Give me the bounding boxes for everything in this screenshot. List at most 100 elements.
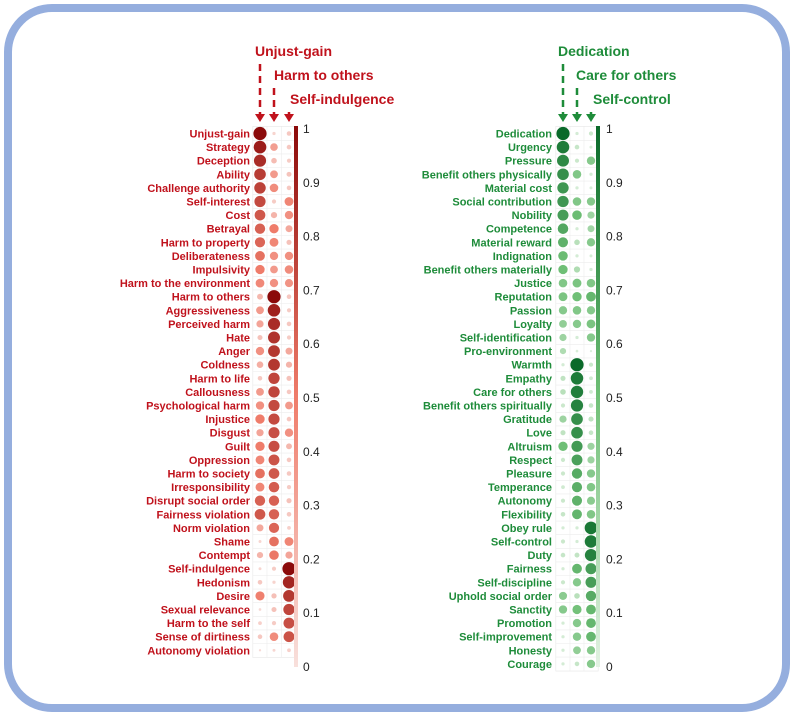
cell-promotion-care-for-others [572, 618, 582, 628]
cell-duty-dedication [560, 552, 566, 558]
negative-colorbar-tick-0-1: 0.1 [303, 606, 320, 620]
cell-coldness-unjust-gain [256, 361, 264, 369]
row-label-pressure: Pressure [505, 156, 552, 168]
row-label-ability: Ability [216, 169, 250, 181]
cell-self-identification-care-for-others [575, 335, 579, 340]
cell-aggressiveness-unjust-gain [256, 306, 264, 315]
cell-promotion-dedication [561, 621, 565, 625]
row-label-guilt: Guilt [225, 441, 250, 453]
cell-pro-environment-self-control [589, 349, 593, 353]
cell-social-contribution-care-for-others [572, 197, 582, 206]
cell-autonomy-care-for-others [571, 495, 583, 506]
cell-hate-harm-to-others [268, 331, 280, 344]
cell-harm-to-property-unjust-gain [254, 237, 266, 248]
cell-self-interest-self-indulgence [284, 197, 294, 206]
cell-guilt-harm-to-others [268, 440, 280, 452]
row-label-altruism: Altruism [507, 441, 552, 453]
row-label-uphold-social-order: Uphold social order [449, 591, 553, 603]
cell-benefit-others-materially-self-control [589, 267, 593, 272]
cell-dedication-care-for-others [575, 131, 579, 136]
cell-psychological-harm-self-indulgence [285, 401, 293, 410]
cell-desire-self-indulgence [283, 590, 295, 602]
row-label-social-contribution: Social contribution [452, 197, 552, 209]
cell-disrupt-social-order-unjust-gain [254, 495, 266, 506]
negative-colorbar-tick-0-8: 0.8 [303, 230, 320, 244]
row-label-self-control: Self-control [491, 537, 552, 549]
cell-challenge-authority-harm-to-others [269, 183, 279, 193]
cell-nobility-care-for-others [572, 210, 582, 220]
cell-deception-harm-to-others [271, 157, 277, 164]
cell-loyalty-dedication [559, 320, 567, 328]
cell-honesty-dedication [561, 648, 565, 652]
cell-promotion-self-control [586, 618, 596, 628]
cell-ability-harm-to-others [270, 170, 278, 179]
row-label-dedication: Dedication [496, 129, 553, 141]
cell-irresponsibility-unjust-gain [255, 482, 265, 492]
negative-colorbar-tick-1: 1 [303, 122, 310, 136]
row-label-respect: Respect [509, 455, 552, 467]
cell-sense-of-dirtiness-unjust-gain [257, 634, 263, 639]
cell-disrupt-social-order-self-indulgence [286, 498, 292, 504]
arrowhead-self-indulgence [284, 114, 294, 122]
cell-pleasure-dedication [560, 471, 566, 476]
cell-psychological-harm-unjust-gain [255, 401, 265, 410]
cell-irresponsibility-self-indulgence [286, 485, 292, 490]
cell-temperance-dedication [561, 485, 565, 489]
cell-competence-care-for-others [575, 227, 579, 231]
cell-strategy-self-indulgence [286, 144, 292, 150]
cell-harm-to-the-environment-unjust-gain [255, 278, 265, 288]
cell-pressure-dedication [557, 154, 569, 167]
row-label-impulsivity: Impulsivity [193, 265, 251, 277]
row-label-psychological-harm: Psychological harm [146, 401, 250, 413]
cell-altruism-care-for-others [571, 440, 583, 452]
row-label-anger: Anger [218, 346, 251, 358]
cell-duty-self-control [584, 548, 598, 562]
cell-obey-rule-care-for-others [575, 526, 579, 530]
row-label-harm-to-the-self: Harm to the self [167, 618, 250, 630]
cell-harm-to-society-harm-to-others [268, 468, 280, 479]
cell-pressure-care-for-others [574, 158, 580, 163]
cell-autonomy-violation-self-indulgence [287, 648, 291, 653]
cell-indignation-dedication [558, 251, 568, 261]
cell-fairness-violation-self-indulgence [286, 512, 292, 517]
cell-betrayal-unjust-gain [254, 223, 266, 234]
cell-hedonism-self-indulgence [282, 576, 296, 589]
cell-hate-unjust-gain [257, 334, 263, 341]
cell-sexual-relevance-unjust-gain [258, 608, 262, 611]
cell-unjust-gain-self-indulgence [286, 131, 292, 136]
row-label-betrayal: Betrayal [207, 224, 250, 236]
cell-reputation-care-for-others [572, 292, 582, 302]
cell-self-identification-dedication [559, 333, 567, 342]
cell-harm-to-others-self-indulgence [286, 294, 292, 299]
cell-anger-unjust-gain [255, 346, 265, 356]
cell-nobility-self-control [587, 211, 595, 219]
column-header-harm-to-others: Harm to others [274, 67, 374, 83]
negative-colorbar-tick-0-4: 0.4 [303, 445, 320, 459]
cell-benefit-others-physically-dedication [557, 168, 569, 181]
row-label-harm-to-society: Harm to society [167, 469, 250, 481]
cell-pressure-self-control [586, 156, 596, 165]
positive-colorbar-tick-0-3: 0.3 [606, 499, 623, 513]
row-label-flexibility: Flexibility [501, 509, 553, 521]
cell-obey-rule-dedication [561, 526, 565, 530]
cell-betrayal-self-indulgence [285, 225, 293, 233]
cell-sense-of-dirtiness-harm-to-others [269, 632, 279, 641]
cell-warmth-dedication [561, 363, 565, 367]
row-label-unjust-gain: Unjust-gain [190, 129, 251, 141]
cell-benefit-others-spiritually-care-for-others [570, 399, 584, 412]
cell-courage-self-control [586, 659, 596, 669]
cell-dedication-dedication [556, 126, 570, 141]
row-label-self-identification: Self-identification [460, 333, 553, 345]
row-label-cost: Cost [226, 210, 251, 222]
cell-hedonism-unjust-gain [257, 580, 263, 585]
cell-dedication-self-control [588, 131, 594, 136]
row-label-harm-to-the-environment: Harm to the environment [120, 278, 251, 290]
cell-self-discipline-care-for-others [572, 578, 582, 587]
cell-temperance-self-control [586, 482, 596, 492]
cell-social-contribution-self-control [586, 197, 596, 206]
cell-callousness-harm-to-others [268, 386, 280, 398]
row-label-material-reward: Material reward [471, 237, 552, 249]
cell-gratitude-self-control [588, 416, 594, 422]
cell-sanctity-care-for-others [572, 604, 582, 615]
cell-flexibility-care-for-others [572, 509, 582, 520]
